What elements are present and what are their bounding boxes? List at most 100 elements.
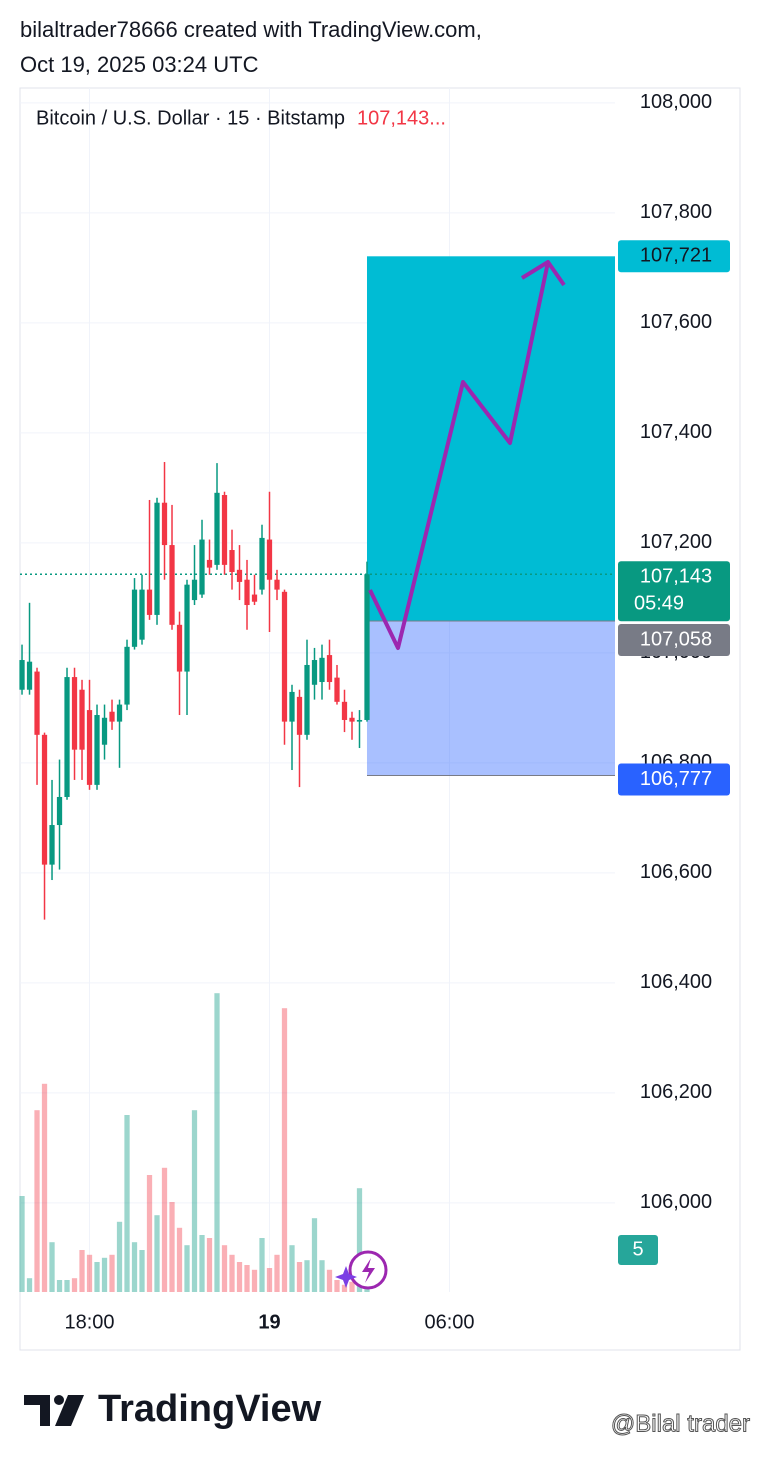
stop-label: 106,777 [640, 768, 712, 790]
volume-bar [64, 1280, 70, 1292]
legend-title: Bitcoin / U.S. Dollar · 15 · Bitstamp [36, 107, 345, 129]
candle-body [94, 715, 100, 785]
candle-body [56, 796, 63, 826]
candle-body [19, 660, 25, 690]
volume-bar [109, 1254, 115, 1292]
volume-badge [618, 1235, 658, 1265]
volume-bar [236, 1262, 243, 1292]
entry-label: 107,058 [640, 628, 712, 650]
candle-body [266, 539, 273, 580]
candle-body [221, 495, 228, 565]
volume-bar [94, 1262, 100, 1292]
y-tick-label: 107,800 [640, 201, 712, 223]
candle-body [319, 657, 325, 683]
target-badge [618, 240, 730, 273]
candle-body [281, 591, 288, 722]
candle-body [101, 717, 108, 745]
candle-body [79, 689, 85, 750]
volume-bar [244, 1265, 250, 1292]
logo-mark [54, 1395, 64, 1405]
volume-bar [221, 1245, 228, 1292]
volume-bar [41, 1083, 48, 1292]
volume-bar [266, 1268, 273, 1292]
volume-bar [124, 1115, 130, 1292]
volume-bar [281, 1008, 288, 1292]
current-label: 107,143 [640, 566, 712, 588]
volume-bar [206, 1238, 213, 1292]
x-tick-label: 06:00 [424, 1311, 474, 1333]
candle-body [364, 574, 370, 720]
volume-bar [334, 1280, 340, 1292]
candle-body [214, 492, 220, 565]
candle-body [26, 661, 33, 690]
y-tick-label: 106,400 [640, 971, 712, 993]
header-line: bilaltrader78666 created with TradingVie… [20, 17, 482, 42]
candle-body [176, 624, 183, 672]
volume-bar [289, 1245, 295, 1292]
candle-body [146, 589, 153, 615]
candle-body [289, 691, 295, 722]
candle-body [71, 677, 78, 750]
volume-bar [251, 1269, 258, 1292]
volume-bar [56, 1280, 63, 1292]
arrow-head [520, 260, 566, 287]
candle-body [244, 579, 250, 606]
volume-bar [116, 1221, 123, 1292]
candle-body [311, 660, 318, 685]
lightning-icon[interactable] [335, 1250, 388, 1290]
candle-body [296, 696, 303, 735]
volume-bar [184, 1245, 190, 1292]
candle-body [131, 589, 138, 647]
profit-zone [366, 256, 615, 621]
volume-bar [311, 1218, 318, 1292]
volume-bar [101, 1257, 108, 1292]
current-badge [618, 561, 730, 622]
candle-body [356, 719, 363, 722]
logo-mark [24, 1395, 50, 1426]
x-tick-label: 19 [258, 1311, 280, 1333]
volume-bar [86, 1254, 93, 1292]
volume-bar [214, 993, 220, 1292]
candle-body [86, 710, 93, 785]
legend-price: 107,143... [357, 107, 446, 129]
volume-bar [199, 1235, 205, 1292]
y-tick-label: 107,200 [640, 531, 712, 553]
volume-bar [191, 1110, 198, 1292]
chart-frame [19, 87, 741, 1351]
candle-body [304, 664, 310, 735]
volume-bar [19, 1196, 25, 1292]
volume-bar [49, 1242, 55, 1292]
y-tick-label: 106,200 [640, 1081, 712, 1103]
countdown: 05:49 [634, 593, 684, 615]
y-tick-label: 107,400 [640, 421, 712, 443]
plot [19, 256, 615, 1292]
volume-label: 5 [632, 1238, 643, 1260]
volume-bar [71, 1278, 78, 1292]
candle-body [49, 825, 55, 865]
candle-body [341, 701, 348, 720]
candle-body [124, 646, 130, 705]
y-tick-label: 106,600 [640, 861, 712, 883]
candle-body [191, 579, 198, 601]
volume-bar [26, 1278, 33, 1292]
x-tick-label: 18:00 [64, 1311, 114, 1333]
volume-bar [259, 1238, 265, 1292]
y-tick-label: 106,000 [640, 1191, 712, 1213]
candle-body [139, 589, 145, 640]
logo-mark [55, 1395, 84, 1426]
candle-body [206, 559, 213, 568]
volume-bar [229, 1254, 235, 1292]
volume-bar [319, 1260, 325, 1292]
volume-bar [326, 1269, 333, 1292]
candle-body [184, 584, 190, 672]
entry-badge [618, 623, 730, 656]
logo [24, 1395, 84, 1426]
candle-body [154, 502, 160, 615]
candle-body [229, 550, 235, 573]
y-tick-label: 107,600 [640, 311, 712, 333]
volume-bar [304, 1260, 310, 1292]
arrow-drawing [368, 261, 550, 650]
volume-bar [176, 1227, 183, 1292]
candle-body [64, 677, 70, 797]
candle-body [251, 594, 258, 602]
